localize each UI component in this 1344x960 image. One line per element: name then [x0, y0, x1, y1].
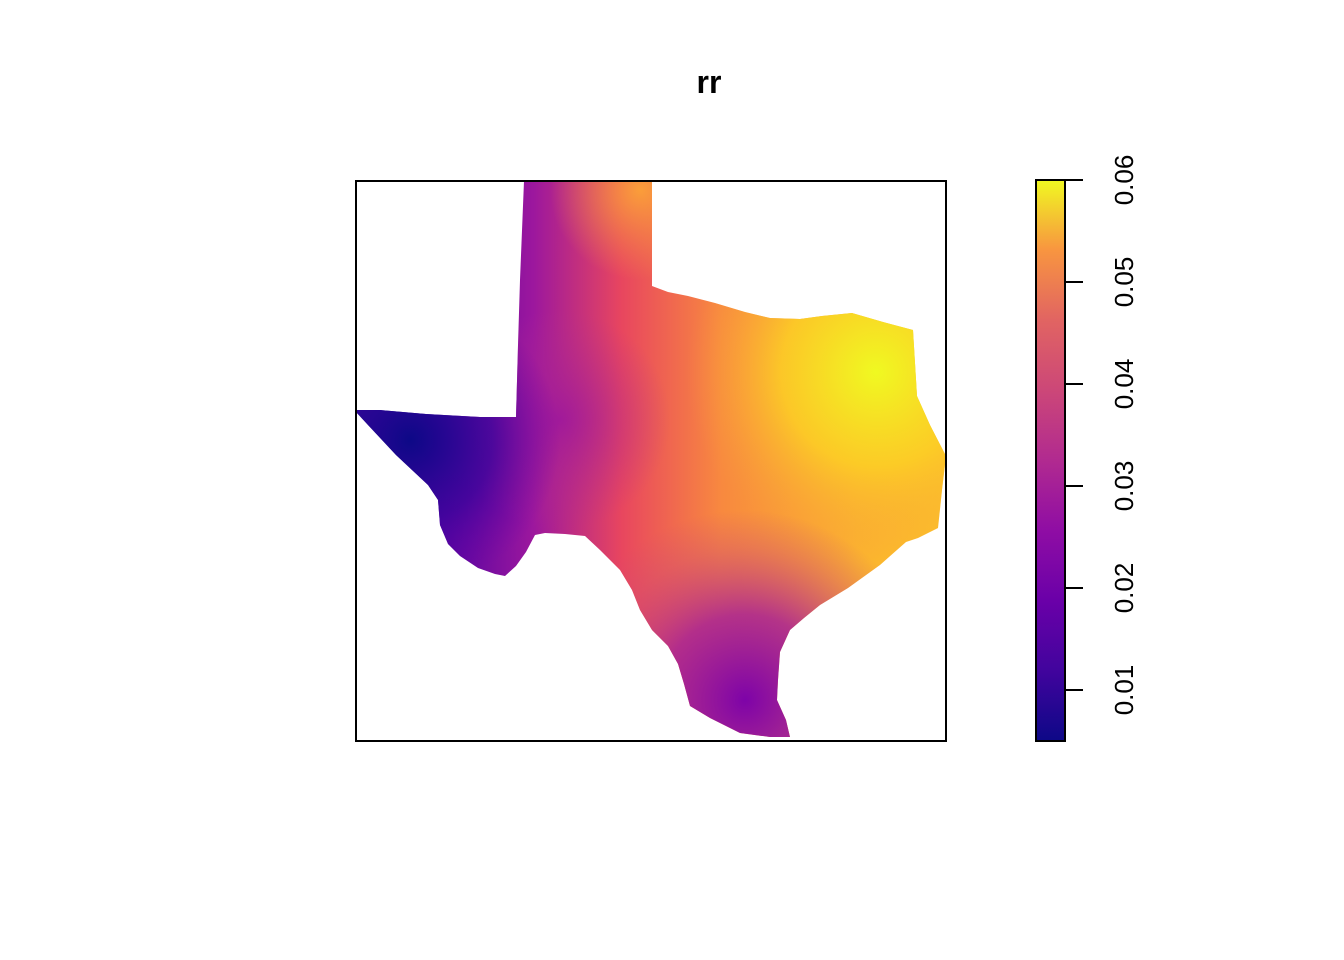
plot-title: rr [697, 64, 722, 100]
colorbar-ramp [1035, 179, 1066, 742]
texas-region [356, 181, 946, 737]
map-panel [355, 180, 947, 742]
colorbar-tick-label: 0.02 [1109, 563, 1139, 614]
colorbar-tick-label: 0.05 [1109, 257, 1139, 308]
colorbar-tick-label: 0.06 [1109, 155, 1139, 206]
colorbar-tick-label: 0.03 [1109, 461, 1139, 512]
map-frame [355, 180, 947, 742]
colorbar-tick-label: 0.04 [1109, 359, 1139, 410]
colorbar-legend: 0.01 0.02 0.03 0.04 0.05 0.06 [1035, 155, 1139, 742]
colorbar-tick-label: 0.01 [1109, 665, 1139, 716]
colorbar-ticks: 0.01 0.02 0.03 0.04 0.05 0.06 [1065, 155, 1139, 716]
